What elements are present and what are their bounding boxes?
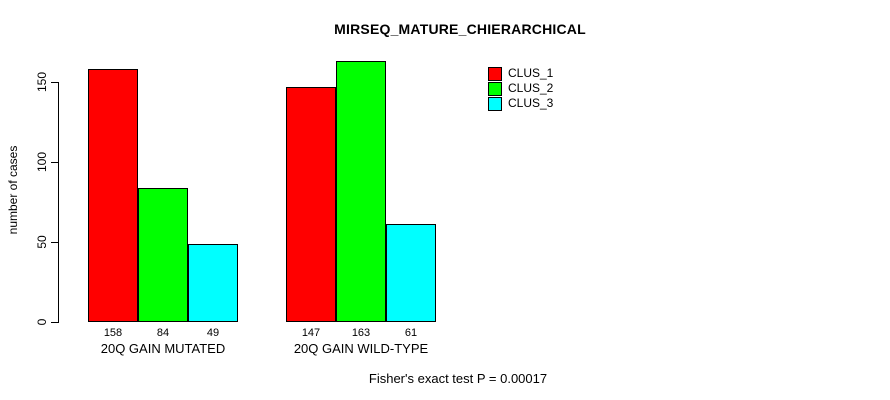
bar-value-label: 49	[206, 327, 220, 339]
y-tick-mark	[51, 81, 58, 83]
bar-clus_2-group1	[138, 187, 188, 322]
y-tick-label: 50	[35, 235, 49, 249]
y-tick-label: 150	[35, 71, 49, 93]
bar-value-label: 163	[351, 327, 371, 339]
bar-value-label: 61	[404, 327, 418, 339]
y-tick-mark	[51, 321, 58, 323]
y-axis-label: number of cases	[6, 145, 20, 235]
legend-label: CLUS_3	[508, 96, 554, 110]
bar-clus_1-group1	[88, 69, 138, 322]
legend-swatch	[488, 96, 502, 111]
bar-value-label: 158	[103, 327, 123, 339]
legend-item-clus_3: CLUS_3	[488, 96, 553, 111]
bar-value-label: 147	[301, 327, 321, 339]
legend-swatch	[488, 81, 502, 96]
chart-title: MIRSEQ_MATURE_CHIERARCHICAL	[334, 21, 586, 37]
legend-label: CLUS_2	[508, 81, 554, 95]
bar-clus_3-group1	[188, 243, 238, 322]
bar-clus_2-group2	[336, 61, 386, 322]
bar-clus_1-group2	[286, 86, 336, 322]
legend-label: CLUS_1	[508, 66, 554, 80]
y-tick-label: 0	[35, 318, 49, 326]
bar-clus_3-group2	[386, 224, 436, 322]
group-label: 20Q GAIN MUTATED	[100, 341, 226, 356]
group-label: 20Q GAIN WILD-TYPE	[293, 341, 429, 356]
bar-value-label: 84	[156, 327, 170, 339]
annotation-text: Fisher's exact test P = 0.00017	[368, 371, 548, 386]
legend-item-clus_2: CLUS_2	[488, 81, 553, 96]
legend-swatch	[488, 66, 502, 81]
legend-item-clus_1: CLUS_1	[488, 66, 553, 81]
legend: CLUS_1 CLUS_2 CLUS_3	[488, 66, 553, 111]
y-tick-mark	[51, 161, 58, 163]
y-tick-mark	[51, 241, 58, 243]
y-tick-label: 100	[35, 151, 49, 173]
y-axis-line	[58, 82, 59, 323]
